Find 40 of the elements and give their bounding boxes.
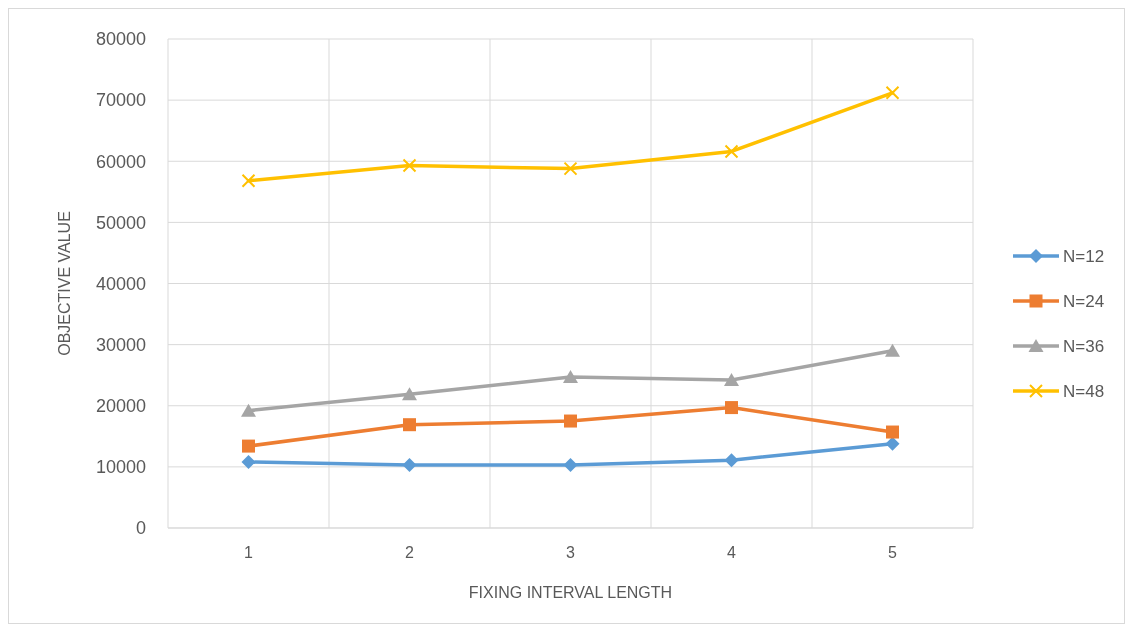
- x-axis-title: FIXING INTERVAL LENGTH: [468, 584, 673, 601]
- y-tick-label: 60000: [95, 151, 146, 172]
- y-axis-title: OBJECTIVE VALUE: [56, 211, 73, 356]
- point: [242, 439, 255, 453]
- point: [563, 161, 578, 176]
- legend-label: N=36: [1063, 336, 1105, 356]
- point: [724, 144, 739, 159]
- point: [563, 370, 578, 384]
- point: [885, 343, 900, 357]
- x-tick-label: 5: [888, 544, 898, 561]
- point: [724, 453, 739, 468]
- point: [241, 454, 256, 469]
- x-tick-label: 4: [727, 544, 737, 561]
- point: [402, 387, 417, 401]
- x-tick-label: 2: [405, 544, 415, 561]
- legend-label: N=24: [1063, 291, 1105, 311]
- point: [725, 401, 738, 415]
- point: [241, 173, 256, 188]
- point: [885, 436, 900, 451]
- point: [885, 85, 900, 100]
- point: [241, 403, 256, 417]
- point: [402, 158, 417, 173]
- point: [886, 425, 899, 439]
- x-tick-label: 1: [244, 544, 254, 561]
- y-tick-label: 70000: [95, 90, 146, 111]
- y-tick-label: 20000: [95, 396, 146, 417]
- legend-label: N=48: [1063, 381, 1105, 401]
- y-tick-label: 30000: [95, 334, 146, 355]
- y-tick-label: 40000: [95, 273, 146, 294]
- point: [403, 418, 416, 432]
- y-tick-label: 0: [135, 518, 146, 539]
- point: [402, 458, 417, 473]
- point: [724, 373, 739, 387]
- point: [564, 414, 577, 428]
- y-tick-label: 50000: [95, 212, 146, 233]
- y-tick-label: 80000: [95, 29, 146, 50]
- point: [563, 458, 578, 473]
- legend-label: N=12: [1063, 246, 1105, 266]
- y-tick-label: 10000: [95, 457, 146, 478]
- x-tick-label: 3: [566, 544, 576, 561]
